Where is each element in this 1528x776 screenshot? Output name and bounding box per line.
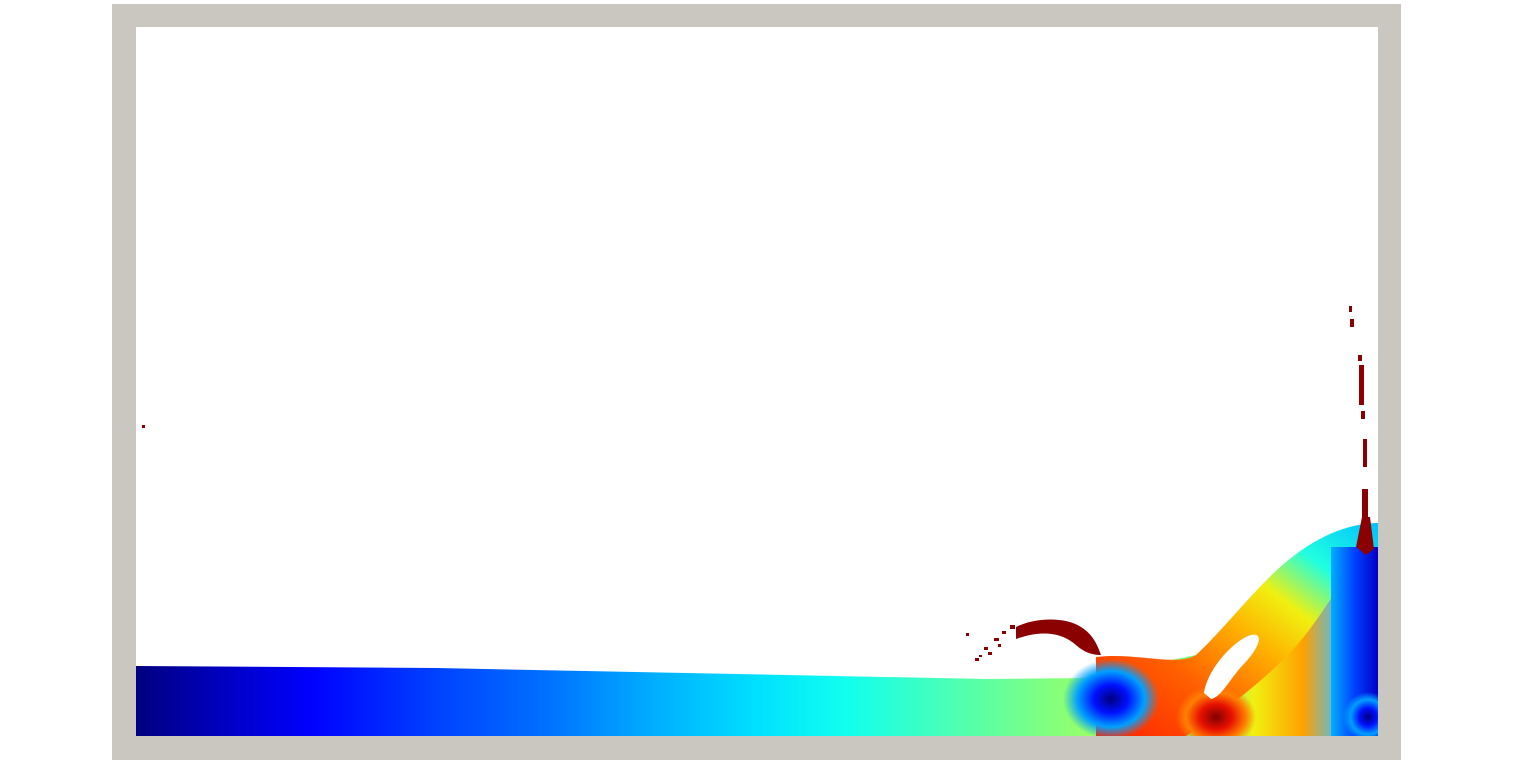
simulation-domain <box>136 27 1378 736</box>
air-pocket <box>1204 634 1259 699</box>
fluid-field <box>136 306 1378 736</box>
vortex-blue <box>1063 659 1159 736</box>
wall-jet <box>1349 306 1374 555</box>
vortex-red <box>1176 685 1256 736</box>
plunging-jet <box>1016 619 1101 655</box>
vortex-blue-corner <box>1343 692 1378 736</box>
spray-droplets-left <box>142 425 1015 661</box>
wave-crest <box>1096 523 1378 736</box>
